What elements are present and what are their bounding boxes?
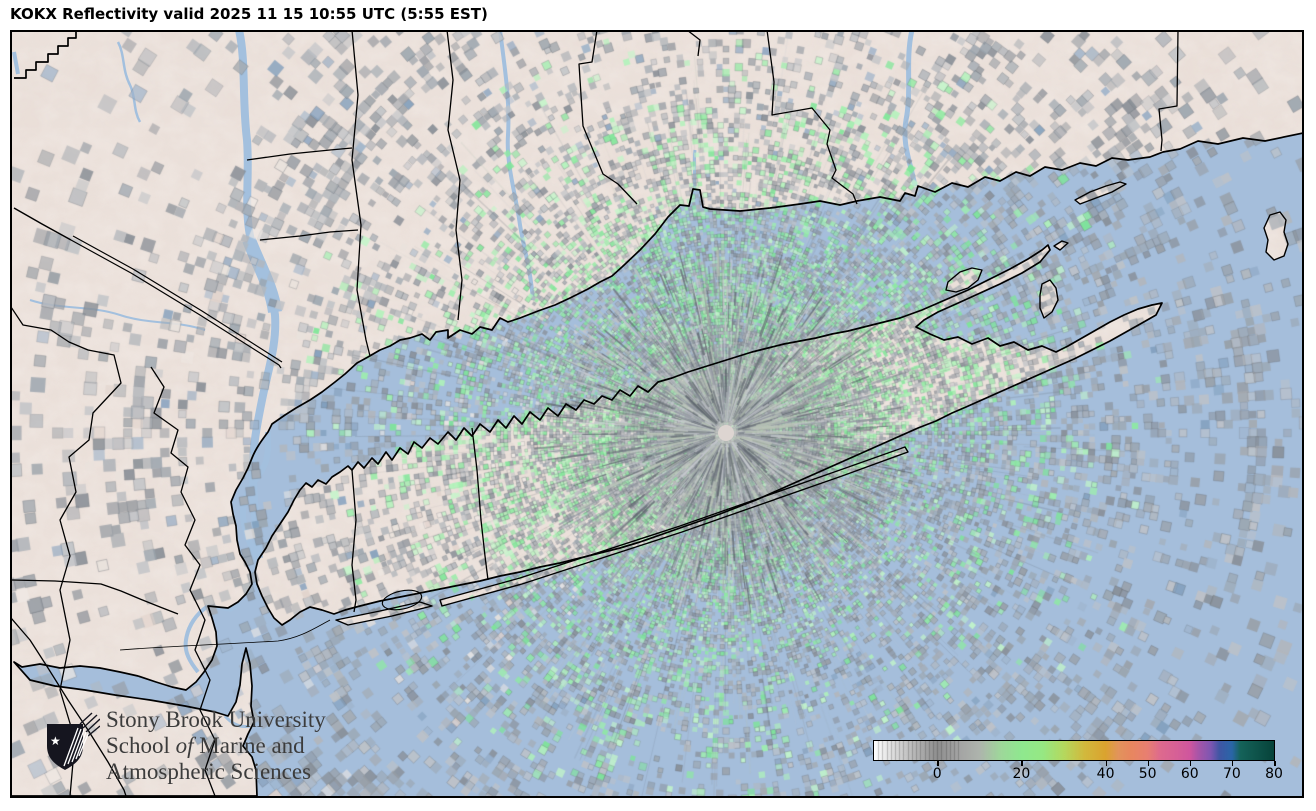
colorbar-gradient: [873, 740, 1275, 761]
logo-line-3: Atmospheric Sciences: [106, 759, 312, 784]
colorbar-tick-label: 50: [1138, 766, 1157, 782]
university-shield-icon: ★: [47, 712, 100, 770]
colorbar-tick-label: 20: [1012, 766, 1031, 782]
radar-map-frame: ★ Stony Brook University School of Marin…: [10, 30, 1304, 798]
logo-text: Stony Brook University School of Marine …: [106, 707, 326, 785]
radar-reflectivity-canvas: [12, 32, 1302, 796]
colorbar-tick-label: 70: [1222, 766, 1241, 782]
map-title: KOKX Reflectivity valid 2025 11 15 10:55…: [10, 5, 488, 23]
colorbar-tick-label: 80: [1265, 766, 1283, 782]
colorbar-tick-label: 60: [1180, 766, 1199, 782]
university-logo: ★ Stony Brook University School of Marin…: [42, 704, 326, 785]
shield-star-icon: ★: [50, 734, 61, 748]
logo-line-1: Stony Brook University: [106, 707, 326, 732]
logo-line-2: School of Marine and: [106, 733, 305, 758]
colorbar-tick-label: 40: [1096, 766, 1115, 782]
colorbar-tick-label: 0: [932, 766, 942, 782]
reflectivity-colorbar: 0 20 40 50 60 70 80: [873, 740, 1283, 782]
